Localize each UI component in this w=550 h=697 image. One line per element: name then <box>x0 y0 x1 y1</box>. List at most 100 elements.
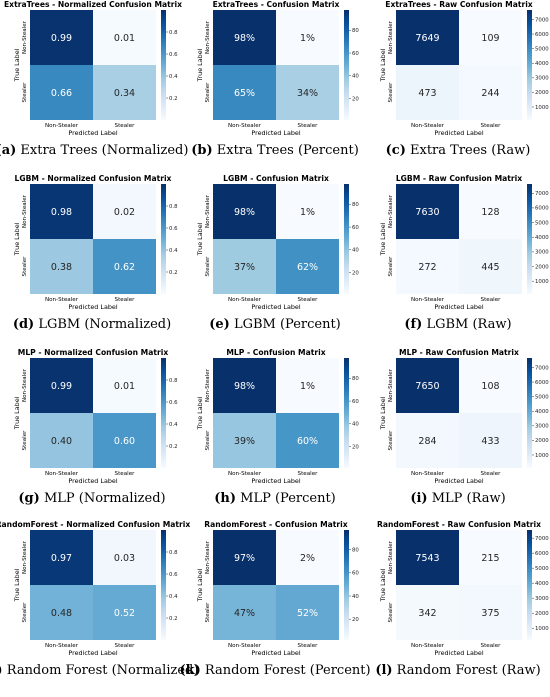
y-axis-label: True Label <box>13 396 21 430</box>
heatmap-cell <box>213 358 276 413</box>
colorbar-tick-label: 4000 <box>535 581 549 587</box>
y-tick-label: Stealer <box>22 82 28 103</box>
cell-value-label: 7543 <box>415 553 439 564</box>
colorbar-tick-label: 3000 <box>535 596 549 602</box>
colorbar <box>344 184 349 294</box>
x-tick-label: Stealer <box>115 471 136 477</box>
colorbar-tick-label: 0.4 <box>169 74 178 80</box>
colorbar-tick-label: 1000 <box>535 626 549 632</box>
panel-caption: (c) Extra Trees (Raw) <box>386 143 531 158</box>
colorbar-tick-label: 0.4 <box>169 422 178 428</box>
cell-value-label: 0.01 <box>114 33 135 44</box>
heatmap-cell <box>93 239 156 294</box>
cell-value-label: 65% <box>234 88 255 99</box>
panel-caption-letter: (g) <box>18 491 39 506</box>
panel-title: ExtraTrees - Raw Confusion Matrix <box>385 0 533 9</box>
heatmap-cell <box>93 65 156 120</box>
x-tick-label: Non-Stealer <box>411 643 445 649</box>
x-tick-label: Non-Stealer <box>228 471 262 477</box>
cell-value-label: 0.01 <box>114 381 135 392</box>
confusion-matrix-panel: MLP - Confusion Matrix 98% 1% 39% 60% Non-Ste… <box>196 348 359 506</box>
cell-value-label: 7650 <box>415 381 439 392</box>
y-axis-label: True Label <box>196 222 204 256</box>
x-tick-label: Stealer <box>298 471 319 477</box>
confusion-matrix-panel: LGBM - Confusion Matrix 98% 1% 37% 62% Non-St… <box>196 174 359 332</box>
cell-value-label: 98% <box>234 207 255 218</box>
y-tick-label: Non-Stealer <box>205 368 211 402</box>
panel-caption-letter: (a) <box>0 143 16 158</box>
y-axis-label: True Label <box>379 396 387 430</box>
heatmap-cell <box>396 358 459 413</box>
panel-caption-letter: (c) <box>386 143 406 158</box>
panel-caption-letter: (j) <box>0 663 3 678</box>
panel-caption: (e) LGBM (Percent) <box>209 317 341 332</box>
cell-value-label: 0.98 <box>51 207 72 218</box>
heatmap-cell <box>396 239 459 294</box>
y-tick-label: Non-Stealer <box>22 194 28 228</box>
x-axis-label: Predicted Label <box>434 129 483 137</box>
cell-value-label: 0.38 <box>51 262 72 273</box>
colorbar-tick-label: 6000 <box>535 206 549 212</box>
colorbar-tick-label: 6000 <box>535 380 549 386</box>
x-axis-label: Predicted Label <box>251 649 300 657</box>
colorbar-tick-label: 1000 <box>535 105 549 111</box>
colorbar-tick-label: 80 <box>352 376 359 382</box>
x-axis-label: Predicted Label <box>68 477 117 485</box>
colorbar <box>344 358 349 468</box>
y-tick-label: Stealer <box>388 256 394 277</box>
panel-caption: (b) Extra Trees (Percent) <box>191 143 359 158</box>
colorbar <box>527 10 532 120</box>
heatmap-cell <box>30 530 93 585</box>
cell-value-label: 0.48 <box>51 608 72 619</box>
colorbar-tick-label: 40 <box>352 248 359 254</box>
cell-value-label: 60% <box>297 436 318 447</box>
heatmap-cell <box>459 530 522 585</box>
cell-value-label: 0.40 <box>51 436 72 447</box>
cell-value-label: 433 <box>481 436 499 447</box>
colorbar-tick-label: 1000 <box>535 279 549 285</box>
cell-value-label: 109 <box>481 33 499 44</box>
panel-caption-text: Random Forest (Percent) <box>201 663 371 678</box>
panel-caption-text: LGBM (Percent) <box>230 317 341 332</box>
panel-caption-letter: (f) <box>404 317 422 332</box>
colorbar-tick-label: 0.2 <box>169 96 178 102</box>
heatmap-cell <box>396 585 459 640</box>
panel-title: RandomForest - Raw Confusion Matrix <box>377 520 541 529</box>
panel-caption-text: Random Forest (Raw) <box>393 663 541 678</box>
y-axis-label: True Label <box>379 222 387 256</box>
y-tick-label: Stealer <box>22 430 28 451</box>
heatmap-cell <box>276 585 339 640</box>
y-axis-label: True Label <box>379 568 387 602</box>
heatmap-cell <box>396 184 459 239</box>
cell-value-label: 284 <box>418 436 436 447</box>
panel-title: LGBM - Raw Confusion Matrix <box>396 174 522 183</box>
colorbar-tick-label: 40 <box>352 422 359 428</box>
x-tick-label: Stealer <box>115 297 136 303</box>
colorbar-tick-label: 4000 <box>535 61 549 67</box>
heatmap-cell <box>213 585 276 640</box>
y-tick-label: Stealer <box>205 82 211 103</box>
confusion-matrix-panel: ExtraTrees - Confusion Matrix 98% 1% 65% 34%… <box>191 0 359 158</box>
x-tick-label: Stealer <box>298 123 319 129</box>
cell-value-label: 0.99 <box>51 381 72 392</box>
heatmap-cell <box>93 184 156 239</box>
y-tick-label: Non-Stealer <box>205 20 211 54</box>
heatmap-cell <box>93 358 156 413</box>
colorbar-tick-label: 6000 <box>535 551 549 557</box>
heatmap-cell <box>30 413 93 468</box>
cell-value-label: 128 <box>481 207 499 218</box>
cell-value-label: 98% <box>234 381 255 392</box>
confusion-matrix-panel: MLP - Raw Confusion Matrix 7650 108 284 433 N… <box>379 348 549 506</box>
colorbar-tick-label: 1000 <box>535 453 549 459</box>
heatmap-cell <box>276 10 339 65</box>
cell-value-label: 7649 <box>415 33 439 44</box>
colorbar-tick-label: 6000 <box>535 32 549 38</box>
panel-caption-text: Random Forest (Normalized) <box>3 663 199 678</box>
colorbar-tick-label: 4000 <box>535 409 549 415</box>
heatmap-cell <box>459 413 522 468</box>
colorbar <box>527 358 532 468</box>
colorbar-tick-label: 0.2 <box>169 444 178 450</box>
panel-title: ExtraTrees - Confusion Matrix <box>213 0 340 9</box>
y-axis-label: True Label <box>13 568 21 602</box>
heatmap-cell <box>459 10 522 65</box>
